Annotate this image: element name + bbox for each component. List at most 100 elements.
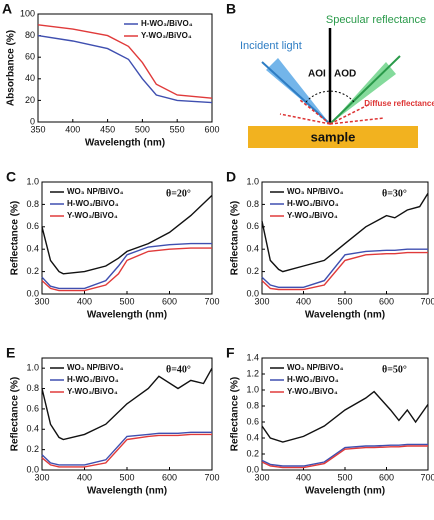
series-line bbox=[37, 34, 213, 104]
aod-label: AOD bbox=[334, 69, 356, 80]
x-tick-label: 400 bbox=[296, 472, 311, 482]
series-line bbox=[261, 192, 429, 273]
legend-label: H-WO₃/BiVO₄ bbox=[287, 375, 339, 384]
specular-arrow bbox=[329, 55, 401, 125]
y-tick-label: 0 bbox=[30, 116, 35, 126]
x-tick-label: 700 bbox=[420, 472, 434, 482]
diffuse-arrow bbox=[299, 99, 331, 125]
y-tick-label: 80 bbox=[25, 30, 35, 40]
y-tick-label: 1.0 bbox=[26, 176, 39, 186]
y-tick-label: 0.6 bbox=[246, 416, 259, 426]
x-tick-label: 500 bbox=[337, 296, 352, 306]
diffuse-arrow bbox=[279, 113, 331, 125]
y-tick-label: 0.0 bbox=[246, 464, 259, 474]
panel-label: D bbox=[226, 169, 236, 185]
y-tick-label: 0.2 bbox=[26, 266, 39, 276]
y-tick-label: 0.2 bbox=[246, 266, 259, 276]
legend-label: Y-WO₃/BiVO₄ bbox=[67, 387, 118, 396]
legend-label: WO₃ NP/BiVO₄ bbox=[287, 363, 344, 372]
legend-label: H-WO₃/BiVO₄ bbox=[67, 375, 119, 384]
y-tick-label: 1.4 bbox=[246, 352, 259, 362]
legend-label: Y-WO₃/BiVO₄ bbox=[287, 387, 338, 396]
x-tick-label: 300 bbox=[254, 296, 269, 306]
y-tick-label: 0.2 bbox=[246, 448, 259, 458]
y-axis-label: Reflectance (%) bbox=[230, 201, 241, 275]
legend-label: H-WO₃/BiVO₄ bbox=[67, 199, 119, 208]
y-axis-label: Reflectance (%) bbox=[10, 377, 21, 451]
diagram: B sample Incident light AOI AOD Specular… bbox=[226, 1, 434, 148]
legend-label: H-WO₃/BiVO₄ bbox=[287, 199, 339, 208]
y-tick-label: 0.0 bbox=[26, 288, 39, 298]
x-tick-label: 400 bbox=[65, 124, 80, 134]
annotation: θ=40° bbox=[166, 364, 191, 375]
y-tick-label: 0.8 bbox=[26, 383, 39, 393]
series-line bbox=[41, 367, 213, 441]
y-axis-label: Absorbance (%) bbox=[6, 30, 17, 106]
diffuse-arrow bbox=[329, 103, 371, 125]
annotation: θ=50° bbox=[382, 364, 407, 375]
y-tick-label: 60 bbox=[25, 52, 35, 62]
x-tick-label: 300 bbox=[254, 472, 269, 482]
y-tick-label: 1.0 bbox=[246, 384, 259, 394]
y-tick-label: 20 bbox=[25, 95, 35, 105]
y-tick-label: 1.0 bbox=[246, 176, 259, 186]
y-tick-label: 0.4 bbox=[246, 432, 259, 442]
x-tick-label: 700 bbox=[204, 472, 219, 482]
y-tick-label: 0.6 bbox=[26, 221, 39, 231]
x-tick-label: 550 bbox=[170, 124, 185, 134]
annotation: θ=30° bbox=[382, 188, 407, 199]
series-line bbox=[261, 248, 428, 288]
annotation: θ=20° bbox=[166, 188, 191, 199]
panel-label: F bbox=[226, 345, 235, 361]
x-tick-label: 700 bbox=[204, 296, 219, 306]
diffuse-label: Diffuse reflectance bbox=[364, 99, 434, 108]
plot-frame bbox=[37, 13, 213, 123]
y-tick-label: 0.0 bbox=[246, 288, 259, 298]
x-axis-label: Wavelength (nm) bbox=[85, 138, 165, 149]
y-axis-label: Reflectance (%) bbox=[10, 201, 21, 275]
legend-label: WO₃ NP/BiVO₄ bbox=[67, 363, 124, 372]
x-tick-label: 400 bbox=[77, 472, 92, 482]
series-line bbox=[261, 390, 429, 443]
sample-slab bbox=[248, 126, 418, 148]
legend-label: WO₃ NP/BiVO₄ bbox=[67, 187, 124, 196]
y-tick-label: 0.8 bbox=[246, 400, 259, 410]
panel-label: A bbox=[2, 1, 12, 17]
x-tick-label: 600 bbox=[162, 296, 177, 306]
x-tick-label: 600 bbox=[379, 296, 394, 306]
x-axis-label: Wavelength (nm) bbox=[87, 310, 167, 321]
series-line bbox=[41, 433, 212, 468]
y-tick-label: 0.6 bbox=[26, 403, 39, 413]
incident-cone bbox=[266, 58, 330, 124]
x-tick-label: 500 bbox=[119, 296, 134, 306]
diffuse-arrow bbox=[329, 117, 385, 125]
series-line bbox=[261, 443, 428, 467]
y-tick-label: 0.8 bbox=[26, 199, 39, 209]
x-tick-label: 600 bbox=[204, 124, 219, 134]
y-tick-label: 1.0 bbox=[26, 363, 39, 373]
legend-label: Y-WO₃/BiVO₄ bbox=[67, 211, 118, 220]
y-tick-label: 0.4 bbox=[246, 244, 259, 254]
x-tick-label: 400 bbox=[77, 296, 92, 306]
y-tick-label: 1.2 bbox=[246, 368, 259, 378]
x-tick-label: 450 bbox=[100, 124, 115, 134]
x-tick-label: 500 bbox=[337, 472, 352, 482]
panel-label: B bbox=[226, 1, 236, 17]
x-axis-label: Wavelength (nm) bbox=[305, 310, 385, 321]
x-tick-label: 600 bbox=[379, 472, 394, 482]
y-tick-label: 0.0 bbox=[26, 464, 39, 474]
x-tick-label: 350 bbox=[30, 124, 45, 134]
angle-arc bbox=[305, 90, 355, 103]
legend-label: Y-WO₃/BiVO₄ bbox=[141, 31, 192, 40]
x-tick-label: 500 bbox=[119, 472, 134, 482]
series-line bbox=[37, 24, 213, 99]
sample-label: sample bbox=[311, 129, 356, 144]
y-tick-label: 100 bbox=[20, 8, 35, 18]
x-tick-label: 500 bbox=[135, 124, 150, 134]
incident-arrow bbox=[261, 61, 331, 125]
y-tick-label: 0.2 bbox=[26, 444, 39, 454]
series-line bbox=[261, 251, 428, 291]
x-axis-label: Wavelength (nm) bbox=[87, 486, 167, 497]
incident-label: Incident light bbox=[240, 40, 302, 52]
